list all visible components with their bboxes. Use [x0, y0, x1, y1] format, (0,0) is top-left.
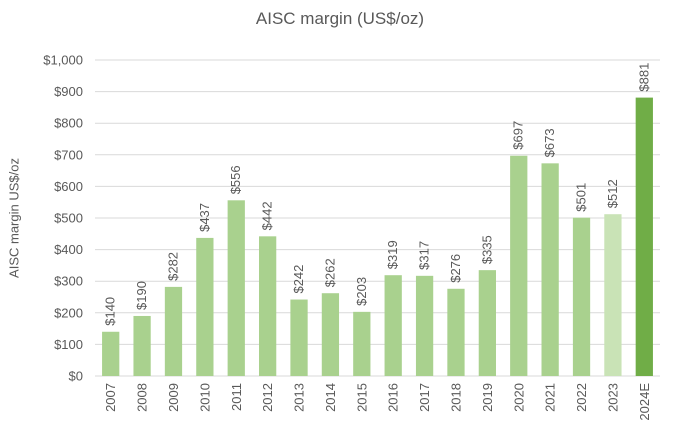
bar [572, 217, 591, 376]
y-tick-label: $100 [54, 337, 83, 352]
bar [321, 293, 340, 376]
y-tick-label: $700 [54, 147, 83, 162]
bar [478, 270, 496, 376]
bar [510, 155, 528, 376]
bar [259, 236, 277, 376]
data-label: $282 [165, 252, 180, 281]
y-tick-label: $1,000 [43, 53, 83, 68]
y-tick-label: $800 [54, 116, 83, 131]
data-label: $262 [322, 258, 337, 287]
x-tick-label: 2016 [386, 383, 401, 412]
bar [164, 286, 183, 376]
y-tick-label: $200 [54, 305, 83, 320]
data-label: $512 [605, 179, 620, 208]
data-label: $501 [574, 183, 589, 212]
bar [384, 275, 402, 376]
data-label: $276 [448, 254, 463, 283]
bar [102, 331, 120, 376]
data-label: $190 [134, 281, 149, 310]
x-tick-label: 2018 [448, 383, 463, 412]
x-tick-label: 2012 [260, 383, 275, 412]
x-tick-label: 2007 [103, 383, 118, 412]
bar [447, 288, 465, 376]
x-tick-label: 2008 [135, 383, 150, 412]
bar [227, 200, 245, 376]
data-label: $673 [542, 128, 557, 157]
x-tick-label: 2017 [417, 383, 432, 412]
data-label: $203 [354, 277, 369, 306]
chart-title: AISC margin (US$/oz) [255, 9, 425, 28]
data-label: $697 [511, 121, 526, 150]
x-tick-label: 2023 [605, 383, 620, 412]
x-tick-label: 2011 [229, 383, 244, 411]
bar [415, 275, 434, 376]
bar [635, 97, 653, 376]
x-tick-label: 2015 [354, 383, 369, 412]
data-label: $442 [260, 201, 275, 230]
data-label: $556 [228, 165, 243, 194]
x-tick-label: 2010 [197, 383, 212, 412]
data-label: $437 [197, 203, 212, 232]
bar [196, 237, 214, 376]
bar [604, 214, 622, 376]
y-tick-label: $300 [54, 274, 83, 289]
x-tick-label: 2019 [480, 383, 495, 412]
x-tick-label: 2014 [323, 383, 338, 412]
bar [541, 163, 559, 376]
bar [133, 315, 151, 376]
x-tick-label: 2013 [292, 383, 307, 412]
x-tick-label: 2022 [574, 383, 589, 412]
data-label: $319 [385, 240, 400, 269]
data-label: $242 [291, 265, 306, 294]
x-tick-label: 2020 [511, 383, 526, 412]
x-tick-label: 2024E [637, 383, 652, 421]
y-tick-label: $600 [54, 179, 83, 194]
x-tick-label: 2009 [166, 383, 181, 412]
data-label: $335 [479, 235, 494, 264]
bar [353, 311, 371, 376]
y-tick-label: $0 [69, 369, 83, 384]
x-tick-label: 2021 [543, 383, 558, 412]
y-tick-label: $400 [54, 242, 83, 257]
y-tick-label: $900 [54, 84, 83, 99]
y-tick-label: $500 [54, 211, 83, 226]
data-label: $140 [103, 297, 118, 326]
bar [290, 299, 308, 376]
data-label: $881 [636, 63, 651, 92]
data-label: $317 [417, 241, 432, 270]
